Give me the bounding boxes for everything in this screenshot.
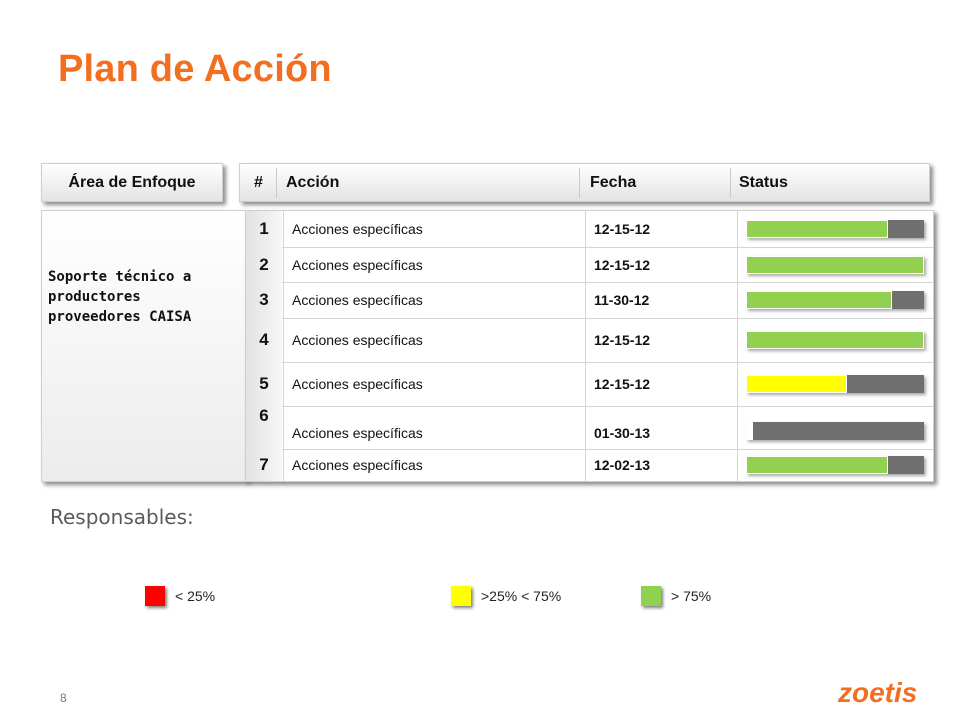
- header-divider: [730, 168, 731, 198]
- status-cell: [737, 211, 934, 247]
- legend-swatch-yellow: [451, 586, 471, 606]
- fecha-text: 12-15-12: [594, 332, 651, 348]
- progress-fill: [746, 291, 892, 309]
- table-header: # Acción Fecha Status: [239, 163, 930, 202]
- area-text: Soporte técnico a productores proveedore…: [48, 269, 200, 325]
- fecha-text: 12-15-12: [594, 257, 651, 273]
- accion-text: Acciones específicas: [292, 332, 423, 348]
- fecha-text: 01-30-13: [594, 425, 651, 441]
- legend-item-high: > 75%: [641, 586, 711, 606]
- accion-text: Acciones específicas: [292, 221, 423, 237]
- accion-text: Acciones específicas: [292, 257, 423, 273]
- fecha-text: 12-15-12: [594, 221, 651, 237]
- accion-text: Acciones específicas: [292, 457, 423, 473]
- status-cell: [737, 318, 934, 362]
- header-status: Status: [739, 174, 788, 191]
- row-number-cell: 3: [246, 282, 282, 318]
- table-row: 6 Acciones específicas 01-30-13: [246, 406, 933, 450]
- row-number-cell: 1: [246, 211, 282, 247]
- slide-title: Plan de Acción: [58, 48, 332, 90]
- accion-cell: Acciones específicas: [283, 406, 585, 449]
- header-num: #: [254, 174, 263, 191]
- legend-item-low: < 25%: [145, 586, 215, 606]
- row-number: 4: [259, 330, 269, 349]
- status-cell: [737, 362, 934, 406]
- progress-bar: [746, 256, 924, 274]
- table-row: 7 Acciones específicas 12-02-13: [246, 449, 933, 481]
- progress-fill: [746, 331, 924, 349]
- progress-fill: [746, 422, 754, 440]
- page-number: 8: [60, 691, 67, 705]
- legend-item-mid: >25% < 75%: [451, 586, 561, 606]
- action-table: 1 Acciones específicas 12-15-12 2 Acciones e…: [245, 210, 934, 482]
- progress-fill: [746, 456, 889, 474]
- row-number: 7: [259, 455, 269, 474]
- table-row: 4 Acciones específicas 12-15-12: [246, 318, 933, 363]
- accion-cell: Acciones específicas: [283, 247, 585, 282]
- zoetis-wordmark: zoetis: [837, 677, 917, 708]
- fecha-cell: 12-15-12: [585, 211, 737, 247]
- legend-label: < 25%: [175, 588, 216, 604]
- progress-bar: [746, 291, 924, 309]
- legend-swatch-red: [145, 586, 165, 606]
- header-divider: [276, 168, 277, 198]
- fecha-cell: 12-15-12: [585, 362, 737, 406]
- legend-label: > 75%: [671, 588, 712, 604]
- progress-bar: [746, 456, 924, 474]
- legend-label: >25% < 75%: [481, 588, 562, 604]
- fecha-cell: 12-02-13: [585, 449, 737, 481]
- accion-text: Acciones específicas: [292, 292, 423, 308]
- row-number: 3: [259, 290, 269, 309]
- header-accion: Acción: [286, 174, 340, 191]
- row-number-cell: 7: [246, 449, 282, 481]
- accion-text: Acciones específicas: [292, 376, 423, 392]
- progress-fill: [746, 256, 924, 274]
- progress-fill: [746, 375, 848, 393]
- status-cell: [737, 449, 934, 481]
- fecha-cell: 01-30-13: [585, 406, 737, 449]
- header-fecha: Fecha: [590, 174, 637, 191]
- status-cell: [737, 247, 934, 282]
- progress-bar: [746, 422, 924, 440]
- row-number: 2: [259, 255, 269, 274]
- header-divider: [579, 168, 580, 198]
- progress-bar: [746, 331, 924, 349]
- fecha-text: 11-30-12: [594, 292, 650, 308]
- fecha-cell: 12-15-12: [585, 247, 737, 282]
- legend-swatch-green: [641, 586, 661, 606]
- zoetis-logo-graphic: zoetis: [837, 677, 917, 708]
- progress-fill: [746, 220, 889, 238]
- responsables-label: Responsables:: [50, 505, 194, 529]
- row-number-cell: 5: [246, 362, 282, 406]
- row-number: 5: [259, 374, 269, 393]
- status-cell: [737, 406, 934, 449]
- table-row: 1 Acciones específicas 12-15-12: [246, 211, 933, 248]
- fecha-cell: 11-30-12: [585, 282, 737, 318]
- row-number: 1: [259, 219, 269, 238]
- table-row: 5 Acciones específicas 12-15-12: [246, 362, 933, 407]
- row-number: 6: [259, 406, 269, 425]
- area-header: Área de Enfoque: [41, 163, 223, 202]
- table-row: 2 Acciones específicas 12-15-12: [246, 247, 933, 283]
- accion-cell: Acciones específicas: [283, 318, 585, 362]
- table-row: 3 Acciones específicas 11-30-12: [246, 282, 933, 319]
- accion-text: Acciones específicas: [292, 425, 423, 441]
- status-cell: [737, 282, 934, 318]
- progress-bar: [746, 220, 924, 238]
- progress-bar: [746, 375, 924, 393]
- row-number-cell: 4: [246, 318, 282, 362]
- row-number-cell: 2: [246, 247, 282, 282]
- accion-cell: Acciones específicas: [283, 211, 585, 247]
- zoetis-logo: zoetis: [836, 676, 928, 715]
- accion-cell: Acciones específicas: [283, 282, 585, 318]
- accion-cell: Acciones específicas: [283, 362, 585, 406]
- fecha-text: 12-02-13: [594, 457, 651, 473]
- fecha-text: 12-15-12: [594, 376, 651, 392]
- fecha-cell: 12-15-12: [585, 318, 737, 362]
- accion-cell: Acciones específicas: [283, 449, 585, 481]
- row-number-cell: 6: [246, 406, 282, 449]
- area-box: Soporte técnico a productores proveedore…: [41, 210, 247, 482]
